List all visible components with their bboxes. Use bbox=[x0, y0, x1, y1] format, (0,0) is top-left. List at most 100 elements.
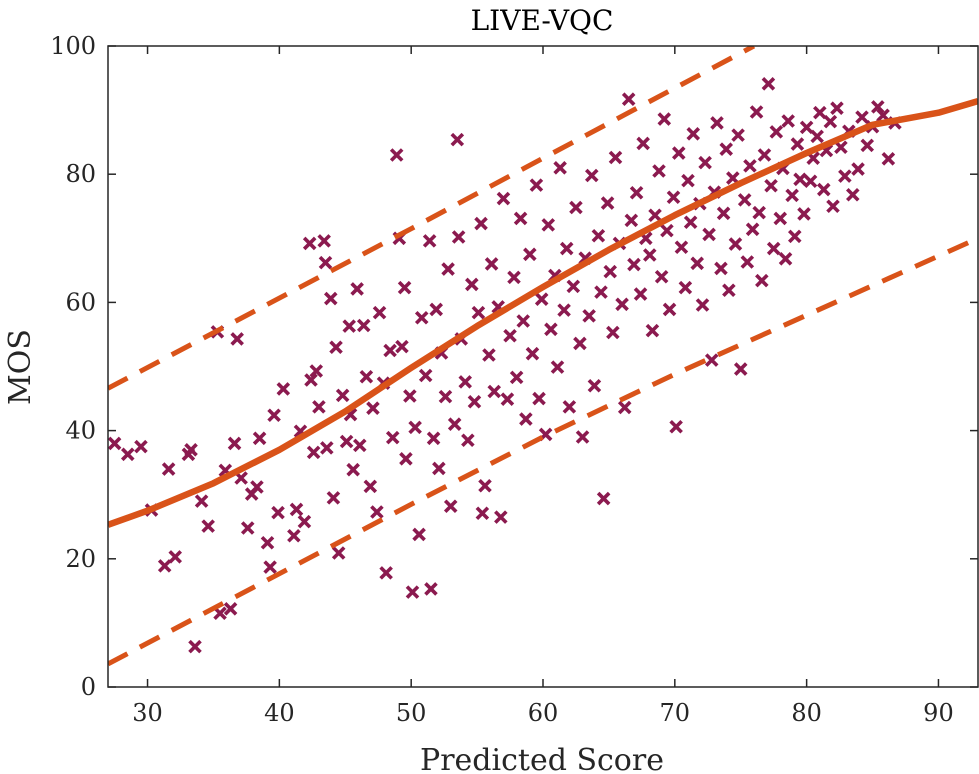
data-point bbox=[519, 412, 533, 426]
axes-frame bbox=[107, 45, 979, 688]
data-point bbox=[121, 447, 135, 462]
data-point bbox=[773, 211, 788, 226]
data-point bbox=[652, 164, 666, 178]
data-point bbox=[621, 92, 636, 106]
data-point bbox=[326, 491, 341, 505]
y-axis: 0 20 40 60 80 100 bbox=[50, 32, 978, 701]
data-point bbox=[657, 112, 672, 126]
data-point bbox=[645, 323, 660, 338]
data-point bbox=[359, 369, 374, 384]
x-tick-label: 90 bbox=[923, 699, 954, 727]
data-point bbox=[737, 193, 752, 207]
data-point bbox=[461, 433, 475, 447]
x-tick-label: 50 bbox=[396, 699, 427, 727]
data-point bbox=[606, 325, 620, 340]
data-point bbox=[710, 116, 724, 130]
data-point bbox=[648, 208, 662, 222]
data-point bbox=[704, 353, 719, 367]
data-point bbox=[157, 559, 172, 573]
x-tick-label: 70 bbox=[660, 699, 691, 727]
data-point bbox=[350, 282, 364, 296]
data-point bbox=[643, 248, 657, 262]
data-point bbox=[223, 602, 238, 616]
data-point bbox=[541, 218, 556, 232]
data-point bbox=[719, 142, 733, 156]
data-point bbox=[529, 178, 544, 192]
data-point bbox=[324, 291, 338, 306]
data-point bbox=[399, 452, 413, 466]
data-point bbox=[379, 566, 393, 580]
data-point bbox=[672, 146, 686, 160]
data-point bbox=[372, 305, 387, 320]
data-point bbox=[507, 270, 521, 285]
data-point bbox=[250, 480, 264, 494]
data-point bbox=[881, 152, 896, 166]
data-point bbox=[594, 285, 608, 299]
data-point bbox=[467, 394, 482, 409]
data-point bbox=[534, 292, 549, 306]
data-point bbox=[575, 430, 590, 444]
data-point bbox=[838, 169, 852, 183]
data-point bbox=[309, 364, 324, 378]
data-point bbox=[389, 148, 404, 162]
data-point bbox=[496, 191, 511, 206]
data-point bbox=[585, 168, 599, 183]
data-point bbox=[690, 256, 704, 271]
data-point bbox=[702, 227, 716, 242]
data-point bbox=[317, 234, 331, 248]
y-tick-label: 80 bbox=[65, 160, 96, 188]
data-point bbox=[414, 311, 429, 325]
data-point bbox=[766, 241, 781, 256]
data-point bbox=[603, 264, 617, 279]
data-point bbox=[714, 261, 728, 276]
data-point bbox=[764, 178, 778, 193]
data-point bbox=[752, 205, 766, 220]
data-point bbox=[227, 436, 242, 451]
data-point bbox=[240, 521, 255, 535]
data-point bbox=[793, 172, 807, 187]
data-point bbox=[624, 213, 639, 228]
data-point bbox=[408, 420, 422, 435]
data-point bbox=[494, 510, 508, 524]
data-point bbox=[513, 211, 528, 226]
x-tick-label: 60 bbox=[528, 699, 559, 727]
data-point bbox=[426, 431, 441, 446]
data-point bbox=[860, 138, 875, 153]
data-point bbox=[438, 389, 453, 404]
data-point bbox=[871, 100, 885, 114]
fit-curve bbox=[108, 97, 978, 528]
data-point bbox=[654, 269, 669, 284]
data-point bbox=[740, 255, 755, 269]
data-point bbox=[523, 247, 537, 262]
data-point bbox=[678, 280, 693, 295]
data-point bbox=[366, 401, 380, 415]
data-point bbox=[826, 199, 840, 214]
data-point bbox=[443, 499, 458, 514]
data-point bbox=[297, 514, 312, 529]
x-tick-label: 40 bbox=[264, 699, 295, 727]
data-point bbox=[422, 234, 437, 248]
data-point bbox=[500, 392, 515, 406]
data-point bbox=[267, 408, 281, 422]
chart-title: LIVE-VQC bbox=[471, 4, 614, 37]
data-point bbox=[271, 505, 285, 520]
data-point bbox=[797, 207, 811, 221]
x-axis: 30 40 50 60 70 80 90 bbox=[132, 46, 954, 727]
data-point bbox=[465, 277, 479, 292]
data-point bbox=[230, 332, 244, 346]
data-point bbox=[662, 302, 677, 317]
data-point bbox=[790, 137, 805, 151]
data-point bbox=[557, 303, 571, 317]
data-point bbox=[161, 462, 176, 476]
data-point bbox=[743, 159, 757, 173]
data-point bbox=[755, 273, 769, 288]
data-point bbox=[728, 237, 743, 251]
data-point bbox=[370, 505, 384, 519]
data-point bbox=[559, 241, 574, 256]
data-point bbox=[432, 461, 446, 476]
data-point bbox=[429, 302, 443, 317]
data-point bbox=[484, 257, 499, 271]
data-point bbox=[397, 280, 412, 295]
data-point bbox=[356, 318, 371, 333]
